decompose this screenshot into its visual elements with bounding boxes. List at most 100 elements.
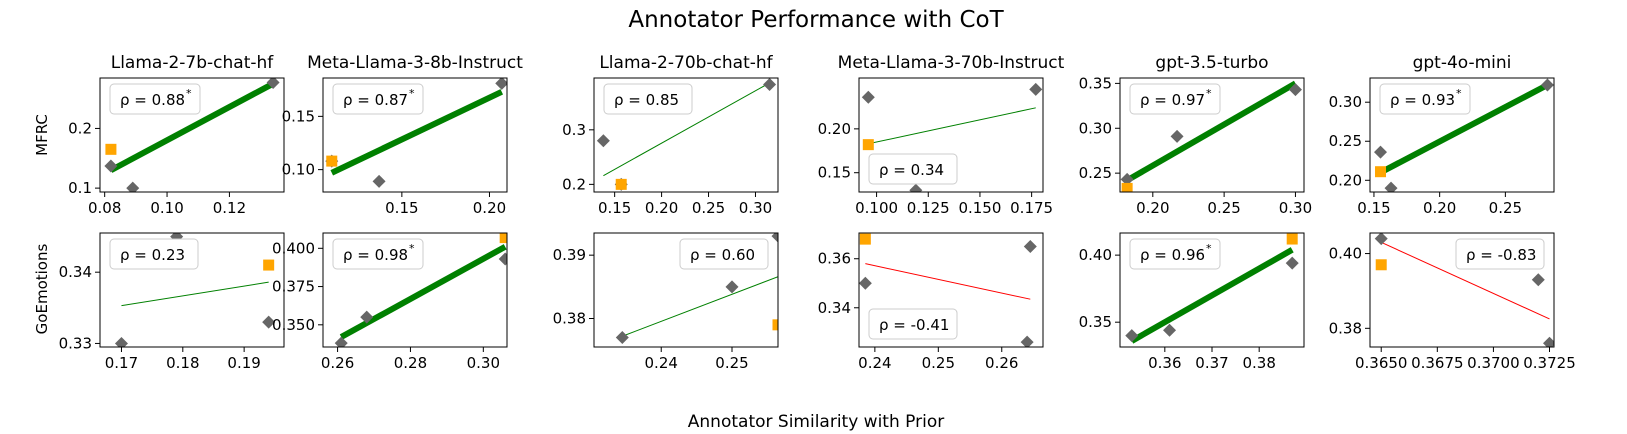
x-tick-label: 0.20 <box>1136 199 1169 217</box>
x-tick-label: 0.15 <box>598 199 631 217</box>
x-tick-label: 0.26 <box>985 354 1018 372</box>
correlation-label: ρ = 0.85 <box>614 91 679 109</box>
panel-title: Llama-2-7b-chat-hf <box>111 53 275 73</box>
significance-star: * <box>1206 242 1212 255</box>
highlight-point <box>326 155 338 167</box>
data-point <box>909 183 923 192</box>
data-point <box>725 280 739 294</box>
data-point <box>262 315 276 329</box>
significance-star: * <box>409 87 415 100</box>
data-point <box>1288 83 1302 97</box>
y-tick-label: 0.33 <box>59 334 92 352</box>
regression-line <box>121 281 269 307</box>
x-axis-label: Annotator Similarity with Prior <box>688 412 944 432</box>
data-point <box>1170 129 1184 143</box>
x-tick-label: 0.26 <box>321 354 354 372</box>
highlight-point <box>772 319 778 331</box>
plot-area <box>1374 78 1554 192</box>
x-tick-label: 0.20 <box>1423 199 1456 217</box>
regression-line <box>1130 247 1294 344</box>
highlight-point <box>1375 166 1387 178</box>
highlight-point <box>263 259 275 271</box>
plot-area <box>325 78 507 188</box>
correlation-box <box>868 153 958 185</box>
x-tick-label: 0.125 <box>907 199 950 217</box>
x-tick-label: 0.3725 <box>1523 354 1576 372</box>
y-tick-label: 0.375 <box>272 278 315 296</box>
data-point <box>1374 233 1388 246</box>
y-tick-label: 0.35 <box>1079 313 1112 331</box>
regression-line <box>865 263 1031 300</box>
correlation-box <box>868 308 958 340</box>
y-tick-label: 0.25 <box>1079 164 1112 182</box>
scatter-panel: 0.24 0.25 0.26 0.34 0.36 ρ = -0.41 <box>818 232 1044 372</box>
x-tick-label: 0.25 <box>692 199 725 217</box>
x-tick-label: 0.30 <box>1279 199 1312 217</box>
scatter-panel: 0.17 0.18 0.19 0.33 0.34 ρ = 0.23 <box>59 232 285 372</box>
y-tick-label: 0.34 <box>818 299 851 317</box>
highlight-point <box>615 178 627 190</box>
axes-frame <box>99 77 285 193</box>
data-point <box>859 276 872 290</box>
panel-title: Llama-2-70b-chat-hf <box>599 53 773 73</box>
x-tick-label: 0.24 <box>645 354 678 372</box>
correlation-box <box>109 83 201 115</box>
data-point <box>1125 329 1139 343</box>
data-point <box>126 181 140 192</box>
scatter-panel: 0.26 0.28 0.30 0.350 0.375 0.400 ρ = 0.98 * <box>272 232 508 372</box>
x-tick-label: 0.36 <box>1148 354 1181 372</box>
x-tick-label: 0.25 <box>1207 199 1240 217</box>
correlation-box <box>1455 238 1545 270</box>
axes-frame <box>322 77 508 193</box>
y-tick-label: 0.3 <box>562 121 586 139</box>
significance-star: * <box>1456 87 1462 100</box>
plot-area <box>334 233 507 347</box>
scatter-panel: Meta-Llama-3-8b-Instruct 0.15 0.20 0.10 0.15… <box>282 53 524 217</box>
correlation-label: ρ = 0.34 <box>879 161 944 179</box>
plot-area <box>114 233 276 347</box>
y-tick-label: 0.2 <box>68 119 92 137</box>
data-point <box>498 252 507 266</box>
y-tick-label: 0.35 <box>1079 74 1112 92</box>
y-tick-label: 0.15 <box>818 164 851 182</box>
data-point <box>596 134 610 148</box>
data-point <box>495 78 507 90</box>
regression-line <box>339 244 507 340</box>
regression-line <box>603 82 770 177</box>
y-tick-label: 0.400 <box>272 239 315 257</box>
regression-line <box>868 107 1036 145</box>
x-tick-label: 0.15 <box>1357 199 1390 217</box>
data-point <box>1384 181 1398 192</box>
scatter-panel: 0.36 0.37 0.38 0.35 0.40 ρ = 0.96 * <box>1079 232 1305 372</box>
regression-line <box>330 89 504 176</box>
correlation-box <box>603 83 693 115</box>
scatter-panel: 0.24 0.25 0.38 0.39 ρ = 0.60 <box>553 232 779 372</box>
correlation-label: ρ = 0.98 <box>343 246 408 264</box>
panel-grid: Llama-2-7b-chat-hf 0.08 0.10 0.12 0.1 0.2 ρ = … <box>59 53 1576 372</box>
plot-area <box>859 233 1037 347</box>
x-tick-label: 0.150 <box>958 199 1001 217</box>
correlation-label: ρ = -0.83 <box>1466 246 1536 264</box>
correlation-label: ρ = 0.60 <box>690 246 755 264</box>
scatter-panel: gpt-3.5-turbo 0.20 0.25 0.30 0.25 0.30 0.35 ρ =… <box>1079 53 1313 217</box>
correlation-box <box>332 83 424 115</box>
highlight-point <box>1286 233 1298 245</box>
x-tick-label: 0.3650 <box>1355 354 1408 372</box>
data-point <box>1531 273 1545 287</box>
y-tick-label: 0.15 <box>282 107 315 125</box>
x-tick-label: 0.3675 <box>1411 354 1464 372</box>
highlight-point <box>862 139 874 151</box>
axes-frame <box>1369 77 1555 193</box>
y-tick-label: 0.38 <box>1329 319 1362 337</box>
plot-area <box>1125 233 1299 344</box>
data-point <box>1285 256 1299 270</box>
x-tick-label: 0.28 <box>394 354 427 372</box>
x-tick-label: 0.08 <box>88 199 121 217</box>
y-tick-label: 0.10 <box>282 161 315 179</box>
data-point <box>170 233 184 244</box>
x-tick-label: 0.12 <box>213 199 246 217</box>
data-point <box>266 78 280 89</box>
significance-star: * <box>1206 87 1212 100</box>
